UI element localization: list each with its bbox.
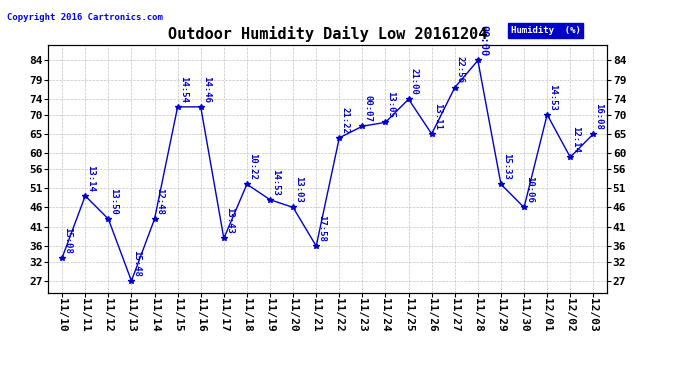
Text: 14:53: 14:53 (549, 84, 558, 111)
Text: Humidity  (%): Humidity (%) (511, 26, 581, 35)
Text: 14:54: 14:54 (179, 76, 188, 103)
Text: 13:43: 13:43 (225, 207, 234, 234)
Text: 10:06: 10:06 (525, 176, 534, 203)
Title: Outdoor Humidity Daily Low 20161204: Outdoor Humidity Daily Low 20161204 (168, 27, 487, 42)
Text: 16:08: 16:08 (594, 103, 603, 130)
Text: 13:05: 13:05 (386, 91, 395, 118)
Text: 17:58: 17:58 (317, 215, 326, 242)
Text: 00:07: 00:07 (364, 95, 373, 122)
Text: 22:56: 22:56 (456, 57, 465, 83)
Text: 14:46: 14:46 (201, 76, 210, 103)
Text: 15:08: 15:08 (63, 226, 72, 254)
Text: 13:11: 13:11 (433, 103, 442, 130)
Text: 21:22: 21:22 (340, 107, 349, 134)
Text: 10:22: 10:22 (248, 153, 257, 180)
Text: 00:00: 00:00 (478, 25, 489, 56)
Text: 13:03: 13:03 (294, 176, 303, 203)
Text: 12:14: 12:14 (571, 126, 580, 153)
Text: 21:00: 21:00 (410, 68, 419, 95)
Text: 14:53: 14:53 (271, 169, 280, 195)
Text: 15:48: 15:48 (132, 250, 141, 277)
Text: 13:14: 13:14 (86, 165, 95, 192)
Text: 12:48: 12:48 (155, 188, 165, 215)
Text: Copyright 2016 Cartronics.com: Copyright 2016 Cartronics.com (7, 13, 163, 22)
Text: 15:33: 15:33 (502, 153, 511, 180)
Text: 13:50: 13:50 (110, 188, 119, 215)
